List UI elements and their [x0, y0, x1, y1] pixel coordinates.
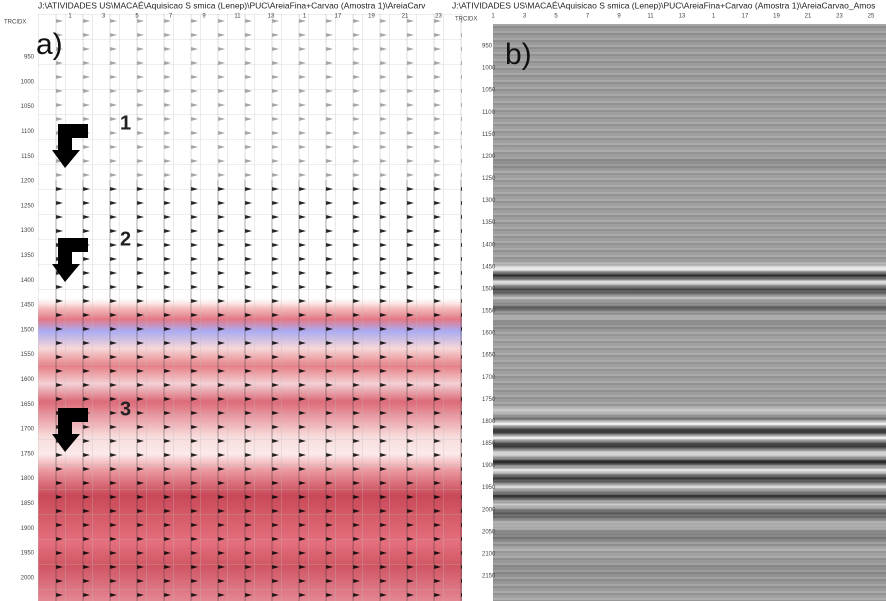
trace-label: 23 [435, 14, 442, 20]
wiggle-traces-faint [38, 14, 462, 180]
time-label: 1550 [21, 352, 35, 358]
wiggle-traces [38, 180, 462, 601]
time-label: 1000 [482, 66, 496, 72]
time-label: 1650 [482, 353, 496, 359]
trace-label: 3 [102, 14, 106, 20]
time-label: 1750 [482, 397, 496, 403]
trace-label: 11 [234, 14, 241, 20]
time-label: 1100 [482, 110, 496, 116]
time-label: 1250 [482, 176, 496, 182]
time-label: 1150 [482, 132, 496, 138]
trace-label: 5 [554, 14, 558, 20]
time-label: 1950 [21, 551, 35, 557]
trace-label: 1 [712, 14, 716, 20]
time-label: 1850 [21, 501, 35, 507]
time-label: 2050 [482, 529, 496, 535]
time-label: 2100 [482, 551, 496, 557]
trace-label: 1 [491, 14, 495, 20]
time-label: 1650 [21, 402, 35, 408]
seismic-section-b [493, 24, 886, 601]
time-label: 1200 [21, 179, 35, 185]
arrow [52, 238, 88, 282]
trace-label: 17 [335, 14, 342, 20]
time-label: 1700 [21, 427, 35, 433]
trace-label: 25 [868, 14, 875, 20]
time-axis-b [478, 24, 493, 601]
time-label: 1100 [21, 129, 35, 135]
trace-label: 13 [268, 14, 275, 20]
trace-label: 1 [303, 14, 307, 20]
panel-label: b) [505, 38, 532, 71]
time-label: 1000 [21, 79, 35, 85]
arrow [52, 124, 88, 168]
header: J:\ATIVIDADES US\MACAÉ\Aquisicao S smica… [38, 0, 426, 10]
time-label: 1950 [482, 485, 496, 491]
time-label: 1350 [21, 253, 35, 259]
time-label: 1550 [482, 309, 496, 315]
time-label: 1800 [21, 476, 35, 482]
time-label: 1600 [482, 331, 496, 337]
time-label: 1850 [482, 441, 496, 447]
time-label: 1050 [482, 88, 496, 94]
trace-label: 3 [523, 14, 527, 20]
trace-label: 1 [68, 14, 72, 20]
time-label: 1500 [482, 286, 496, 292]
trace-label: 13 [679, 14, 686, 20]
trace-label: 21 [402, 14, 409, 20]
time-label: 1800 [482, 419, 496, 425]
marker: 1 [120, 112, 131, 134]
marker: 2 [120, 228, 131, 250]
time-label: 1050 [21, 104, 35, 110]
time-label: 1200 [482, 154, 496, 160]
time-label: 1500 [21, 327, 35, 333]
time-label: 1400 [482, 242, 496, 248]
trace-label: 17 [742, 14, 749, 20]
time-label: 1300 [482, 198, 496, 204]
header: J:\ATIVIDADES US\MACAÉ\Aquisicao S smica… [452, 0, 875, 10]
time-label: 2150 [482, 573, 496, 579]
time-label: 1750 [21, 451, 35, 457]
panel-label: a) [36, 28, 63, 61]
trace-label: 5 [135, 14, 139, 20]
trace-label: 11 [647, 14, 654, 20]
time-label: 1150 [21, 154, 35, 160]
marker: 3 [120, 398, 131, 420]
arrow [52, 408, 88, 452]
time-label: 950 [24, 55, 35, 61]
trace-label: 9 [617, 14, 621, 20]
axis-label: TRCIDX [455, 17, 477, 23]
trace-label: 19 [368, 14, 375, 20]
time-label: 950 [482, 44, 493, 50]
time-label: 1700 [482, 375, 496, 381]
trace-label: 23 [836, 14, 843, 20]
trace-label: 21 [805, 14, 812, 20]
time-label: 1600 [21, 377, 35, 383]
time-label: 1400 [21, 278, 35, 284]
time-label: 1250 [21, 203, 35, 209]
time-label: 1450 [482, 264, 496, 270]
time-label: 1450 [21, 303, 35, 309]
time-label: 2000 [21, 575, 35, 581]
trace-label: 7 [169, 14, 173, 20]
axis-label: TRCIDX [4, 20, 26, 26]
time-label: 1900 [482, 463, 496, 469]
time-label: 2000 [482, 507, 496, 513]
time-label: 1300 [21, 228, 35, 234]
trace-label: 7 [586, 14, 590, 20]
trace-label: 19 [773, 14, 780, 20]
trace-label: 9 [202, 14, 206, 20]
time-label: 1900 [21, 526, 35, 532]
arrows [52, 124, 88, 452]
time-label: 1350 [482, 220, 496, 226]
